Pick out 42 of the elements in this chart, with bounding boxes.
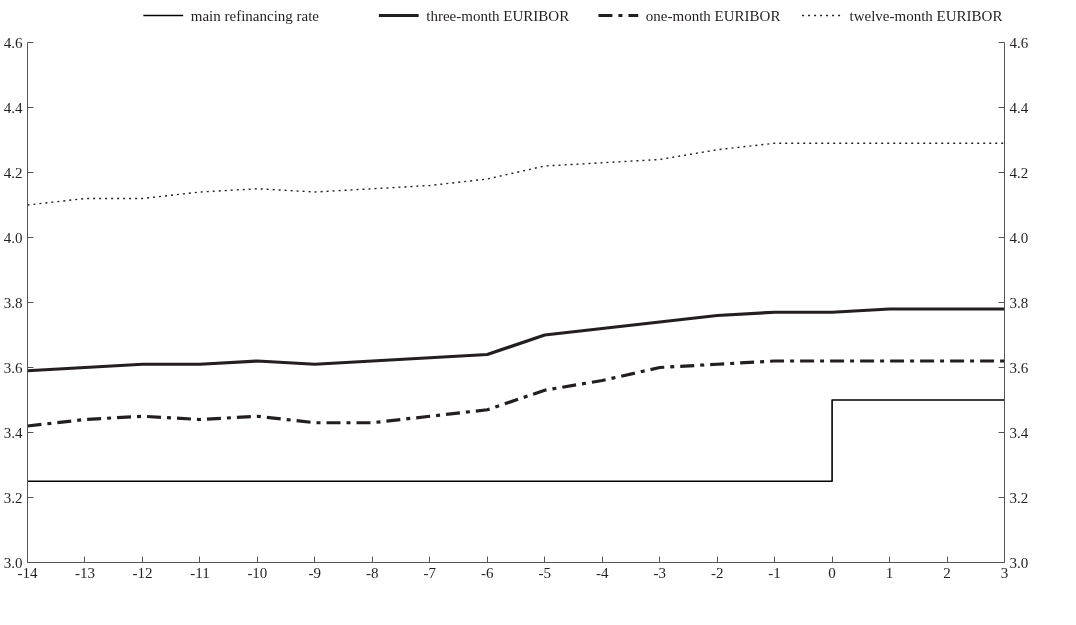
y2-tick-label: 3.0 bbox=[1009, 554, 1029, 571]
x-tick-label: -2 bbox=[710, 564, 724, 581]
y2-tick-label: 4.6 bbox=[1009, 34, 1029, 51]
legend-label: main refinancing rate bbox=[190, 7, 320, 24]
y-tick-label: 3.8 bbox=[3, 294, 23, 311]
y-tick-label: 4.0 bbox=[3, 229, 23, 246]
y2-tick-label: 3.8 bbox=[1009, 294, 1029, 311]
y-tick-label: 4.4 bbox=[3, 99, 23, 116]
legend-label: one-month EURIBOR bbox=[645, 7, 781, 24]
x-tick-label: -4 bbox=[595, 564, 609, 581]
x-tick-label: -11 bbox=[190, 564, 210, 581]
y2-tick-label: 4.0 bbox=[1009, 229, 1029, 246]
x-tick-label: -9 bbox=[308, 564, 322, 581]
x-tick-label: -13 bbox=[74, 564, 95, 581]
legend-label: three-month EURIBOR bbox=[426, 7, 570, 24]
line-series bbox=[27, 142, 1005, 206]
y-tick-label: 3.6 bbox=[3, 359, 23, 376]
x-tick-label: -5 bbox=[538, 564, 551, 581]
x-tick-label: -12 bbox=[132, 564, 153, 581]
y-tick-label: 3.2 bbox=[3, 489, 23, 506]
y2-tick-label: 3.2 bbox=[1009, 489, 1029, 506]
x-tick-label: 2 bbox=[943, 564, 951, 581]
y2-tick-label: 4.4 bbox=[1009, 99, 1029, 116]
x-tick-label: 0 bbox=[828, 564, 836, 581]
y-tick-label: 3.4 bbox=[3, 424, 23, 441]
line-series bbox=[27, 307, 1005, 373]
y2-tick-label: 3.4 bbox=[1009, 424, 1029, 441]
x-tick-label: -6 bbox=[481, 564, 495, 581]
x-tick-label: 3 bbox=[1000, 564, 1009, 581]
legend-label: twelve-month EURIBOR bbox=[849, 7, 1003, 24]
y2-tick-label: 3.6 bbox=[1009, 359, 1029, 376]
y2-tick-label: 4.2 bbox=[1009, 164, 1029, 181]
line-series bbox=[27, 359, 1005, 428]
x-tick-label: -8 bbox=[366, 564, 379, 581]
x-tick-label: -7 bbox=[423, 564, 437, 581]
x-tick-label: 1 bbox=[885, 564, 894, 581]
y-tick-label: 4.6 bbox=[3, 34, 23, 51]
y-tick-label: 3.0 bbox=[3, 554, 23, 571]
x-tick-label: -1 bbox=[768, 564, 781, 581]
x-tick-label: -3 bbox=[653, 564, 666, 581]
y-tick-label: 4.2 bbox=[3, 164, 23, 181]
x-tick-label: -10 bbox=[247, 564, 268, 581]
